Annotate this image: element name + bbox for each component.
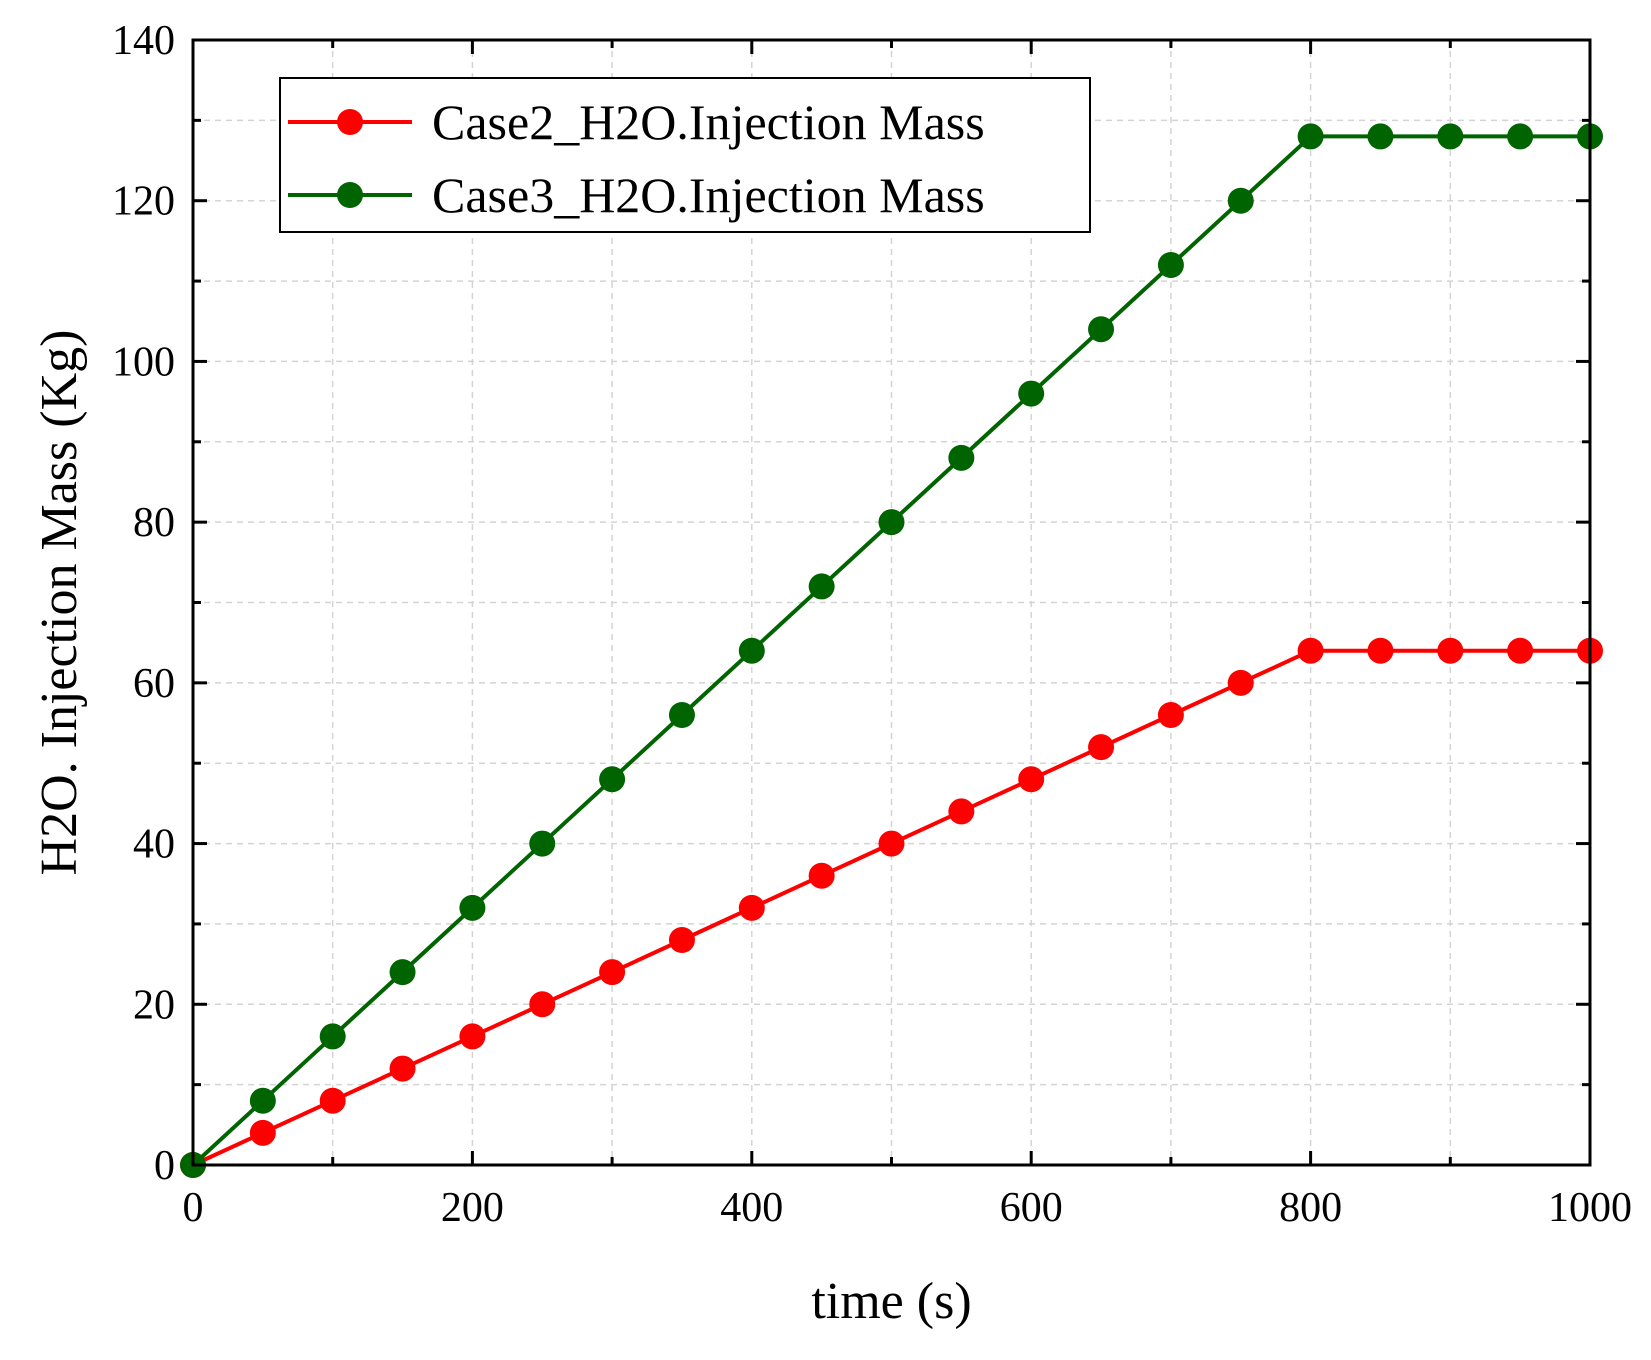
legend-swatch-marker <box>337 182 363 208</box>
data-point <box>1088 734 1115 761</box>
data-point <box>1157 702 1184 728</box>
data-point <box>948 798 975 825</box>
legend-box <box>279 77 1091 233</box>
data-point <box>1367 637 1394 664</box>
data-point <box>1157 252 1184 278</box>
data-point <box>249 1119 276 1146</box>
legend: Case2_H2O.Injection Mass Case3_H2O.Inject… <box>279 77 1091 233</box>
data-point <box>1088 316 1115 343</box>
x-tick-label: 200 <box>441 1185 504 1231</box>
data-point <box>1297 637 1324 664</box>
series-group <box>180 123 1603 1178</box>
data-point <box>1227 669 1254 696</box>
x-tick-label: 1000 <box>1548 1185 1632 1231</box>
x-axis-title: time (s) <box>811 1273 971 1330</box>
legend-label: Case2_H2O.Injection Mass <box>432 94 985 150</box>
y-tick-label: 100 <box>112 339 175 385</box>
data-point <box>1437 637 1464 664</box>
data-point <box>459 894 486 921</box>
series-2 <box>180 123 1603 1178</box>
legend-item-2: Case3_H2O.Injection Mass <box>288 167 985 223</box>
data-point <box>599 766 626 793</box>
legend-item-1: Case2_H2O.Injection Mass <box>288 94 985 150</box>
data-point <box>948 444 975 471</box>
data-point <box>1018 766 1045 793</box>
x-tick-label: 400 <box>720 1185 783 1231</box>
y-tick-label: 20 <box>133 982 175 1028</box>
data-point <box>249 1087 276 1114</box>
data-point <box>668 927 695 953</box>
y-tick-label: 60 <box>133 661 175 707</box>
y-tick-label: 40 <box>133 822 175 868</box>
y-tick-label: 80 <box>133 500 175 546</box>
data-point <box>878 509 905 536</box>
data-point <box>738 894 765 921</box>
data-point <box>1297 123 1324 150</box>
data-point <box>1507 637 1534 664</box>
y-tick-label: 0 <box>154 1143 175 1189</box>
data-point <box>668 702 695 728</box>
data-point <box>319 1087 346 1114</box>
legend-label: Case3_H2O.Injection Mass <box>432 167 985 223</box>
data-point <box>529 830 556 857</box>
y-axis-title: H2O. Injection Mass (Kg) <box>31 330 88 876</box>
data-point <box>738 637 765 664</box>
tick-labels: 0 200 400 600 800 1000 0 20 40 60 80 100 120 140 <box>112 18 1632 1231</box>
data-point <box>599 959 626 986</box>
data-point <box>808 862 835 889</box>
data-point <box>1018 380 1045 407</box>
data-point <box>808 573 835 600</box>
data-point <box>1437 123 1464 150</box>
data-point <box>1507 123 1534 150</box>
data-point <box>389 1055 416 1082</box>
data-point <box>389 959 416 986</box>
y-tick-label: 140 <box>112 18 175 64</box>
x-tick-label: 0 <box>183 1185 204 1231</box>
legend-swatch-marker <box>337 109 363 135</box>
data-point <box>1227 187 1254 214</box>
series-1 <box>180 637 1603 1178</box>
data-point <box>529 991 556 1018</box>
axis-ticks <box>191 38 1592 1167</box>
x-tick-label: 600 <box>1000 1185 1063 1231</box>
data-point <box>1367 123 1394 150</box>
data-point <box>459 1023 486 1050</box>
y-tick-label: 120 <box>112 179 175 225</box>
x-tick-label: 800 <box>1279 1185 1342 1231</box>
data-point <box>319 1023 346 1050</box>
data-point <box>878 830 905 857</box>
